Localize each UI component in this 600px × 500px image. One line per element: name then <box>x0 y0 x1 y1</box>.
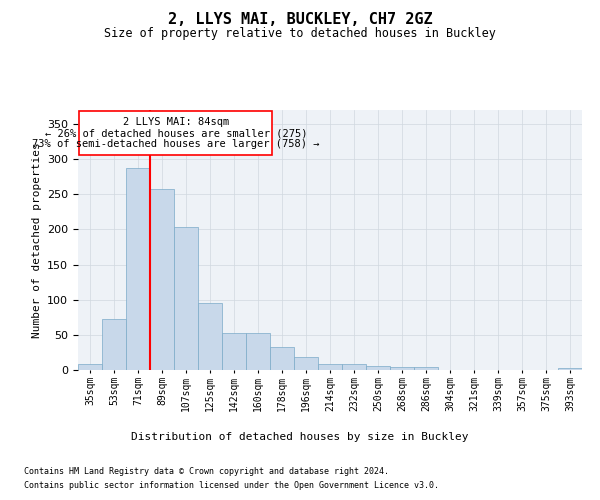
Bar <box>246 333 270 370</box>
Text: Size of property relative to detached houses in Buckley: Size of property relative to detached ho… <box>104 28 496 40</box>
Text: 2 LLYS MAI: 84sqm: 2 LLYS MAI: 84sqm <box>122 118 229 128</box>
Bar <box>198 303 222 370</box>
Bar <box>414 367 438 370</box>
Bar <box>102 320 126 370</box>
Text: 2, LLYS MAI, BUCKLEY, CH7 2GZ: 2, LLYS MAI, BUCKLEY, CH7 2GZ <box>167 12 433 28</box>
Y-axis label: Number of detached properties: Number of detached properties <box>32 142 41 338</box>
Bar <box>558 368 582 370</box>
Bar <box>342 364 366 370</box>
Text: ← 26% of detached houses are smaller (275): ← 26% of detached houses are smaller (27… <box>44 128 307 138</box>
Bar <box>79 112 272 155</box>
Bar <box>174 226 198 370</box>
Bar <box>222 333 246 370</box>
Text: 73% of semi-detached houses are larger (758) →: 73% of semi-detached houses are larger (… <box>32 139 320 149</box>
Text: Contains HM Land Registry data © Crown copyright and database right 2024.: Contains HM Land Registry data © Crown c… <box>24 468 389 476</box>
Bar <box>366 366 390 370</box>
Bar <box>126 168 150 370</box>
Bar <box>390 367 414 370</box>
Text: Contains public sector information licensed under the Open Government Licence v3: Contains public sector information licen… <box>24 481 439 490</box>
Bar <box>270 347 294 370</box>
Bar <box>78 364 102 370</box>
Bar <box>318 364 342 370</box>
Bar <box>294 356 318 370</box>
Text: Distribution of detached houses by size in Buckley: Distribution of detached houses by size … <box>131 432 469 442</box>
Bar <box>150 188 174 370</box>
